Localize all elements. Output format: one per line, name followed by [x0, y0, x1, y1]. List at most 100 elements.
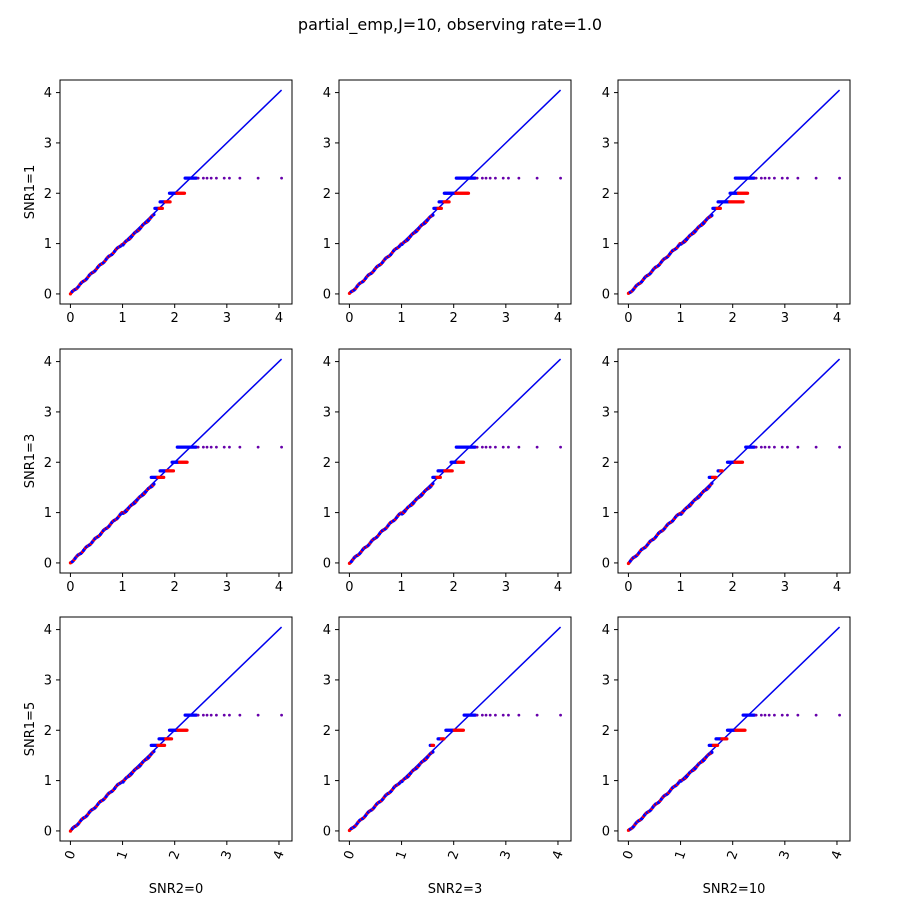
tail-point [480, 176, 484, 180]
tail-point [763, 176, 767, 180]
x-tick-label: 2 [725, 849, 742, 862]
tail-point [786, 445, 789, 449]
tail-point [796, 176, 800, 180]
tail-point [759, 713, 763, 717]
plot-area [68, 626, 283, 833]
tail-point [535, 713, 539, 717]
data-point [725, 737, 729, 741]
subplot-r0-c2: 0 1 2 3 4 0 1 2 3 4 [602, 79, 851, 326]
tail-point [759, 176, 763, 180]
x-tick-label: 3 [219, 849, 236, 862]
x-tick-label: 0 [624, 580, 632, 595]
x-tick-label: 0 [341, 849, 358, 862]
x-tick-label: 4 [833, 580, 841, 595]
x-tick-label: 1 [676, 311, 684, 326]
tail-point [501, 445, 505, 449]
y-tick-label: 1 [323, 506, 331, 521]
subplot-r1-c1: 0 1 2 3 4 0 1 2 3 4 [323, 348, 572, 595]
x-tick-label: 4 [271, 849, 288, 862]
tail-point [256, 713, 260, 717]
y-tick-label: 4 [602, 355, 610, 370]
y-tick-label: 0 [602, 287, 610, 302]
axes-frame [338, 79, 572, 305]
data-point [447, 200, 451, 204]
x-tick-label: 3 [502, 311, 510, 326]
data-point [169, 737, 174, 741]
x-tick-label: 2 [729, 311, 737, 326]
tail-point [238, 445, 242, 449]
tail-point [559, 713, 562, 717]
subplot-r1-c2: 0 1 2 3 4 0 1 2 3 4 [602, 348, 851, 595]
x-tick-label: 4 [833, 311, 841, 326]
y-tick-label: 3 [602, 405, 610, 420]
tail-point [238, 176, 242, 180]
data-point [743, 728, 747, 732]
y-tick-label: 4 [323, 623, 331, 638]
x-tick-label: 1 [118, 311, 126, 326]
tail-point [517, 445, 521, 449]
data-point [450, 469, 454, 473]
subplot-r0-c1: 0 1 2 3 4 0 1 2 3 4 [323, 79, 572, 326]
y-tick-label: 1 [323, 237, 331, 252]
tail-point [205, 445, 209, 449]
x-tick-label: 1 [673, 849, 690, 862]
tail-point [773, 713, 776, 717]
plot-area [347, 626, 562, 833]
tail-point [773, 176, 776, 180]
tail-point [215, 713, 218, 717]
tail-point [501, 176, 505, 180]
tail-point [517, 713, 521, 717]
tail-point [763, 445, 767, 449]
data-point [741, 200, 745, 204]
y-tick-label: 4 [323, 355, 331, 370]
y-tick-label: 1 [44, 237, 52, 252]
tail-point [484, 445, 488, 449]
y-tick-label: 2 [602, 187, 610, 202]
y-tick-label: 1 [602, 237, 610, 252]
tail-point [215, 445, 218, 449]
subplot-r2-c2: 0 1 2 3 4 0 1 2 3 4 SNR2=10 [602, 616, 851, 897]
data-point [752, 176, 756, 180]
row-label: SNR1=5 [23, 702, 38, 756]
y-tick-label: 1 [44, 774, 52, 789]
tail-point [780, 445, 784, 449]
tail-point [228, 445, 231, 449]
plot-area [347, 358, 562, 565]
data-point [462, 460, 466, 464]
x-tick-label: 0 [66, 580, 74, 595]
y-tick-label: 0 [602, 824, 610, 839]
tail-point [796, 713, 800, 717]
plot-area [626, 626, 841, 832]
plot-area [626, 358, 841, 566]
y-tick-label: 3 [44, 673, 52, 688]
y-tick-label: 2 [44, 187, 52, 202]
tail-point [814, 713, 818, 717]
tail-point [280, 176, 283, 180]
data-point [152, 749, 156, 754]
figure-title: partial_emp,J=10, observing rate=1.0 [297, 15, 603, 34]
column-label: SNR2=10 [703, 882, 766, 897]
data-point [194, 445, 198, 449]
y-tick-label: 0 [323, 287, 331, 302]
tail-point [222, 176, 226, 180]
data-point [152, 482, 156, 486]
subplot-r0-c0: 0 1 2 3 4 0 1 2 3 4 SNR1=1 [23, 79, 293, 326]
tail-point [228, 176, 231, 180]
x-tick-label: 2 [450, 311, 458, 326]
x-tick-label: 2 [446, 849, 463, 862]
axes-frame [617, 79, 851, 305]
y-tick-label: 4 [44, 86, 52, 101]
y-tick-label: 3 [323, 405, 331, 420]
tail-point [209, 445, 213, 449]
data-point [431, 481, 435, 486]
tail-point [238, 713, 242, 717]
y-tick-label: 2 [323, 187, 331, 202]
data-point [185, 460, 189, 464]
x-tick-label: 3 [777, 849, 794, 862]
tail-point [494, 176, 497, 180]
tail-point [222, 445, 226, 449]
tail-point [201, 176, 205, 180]
data-point [152, 212, 156, 217]
data-point [466, 191, 471, 195]
